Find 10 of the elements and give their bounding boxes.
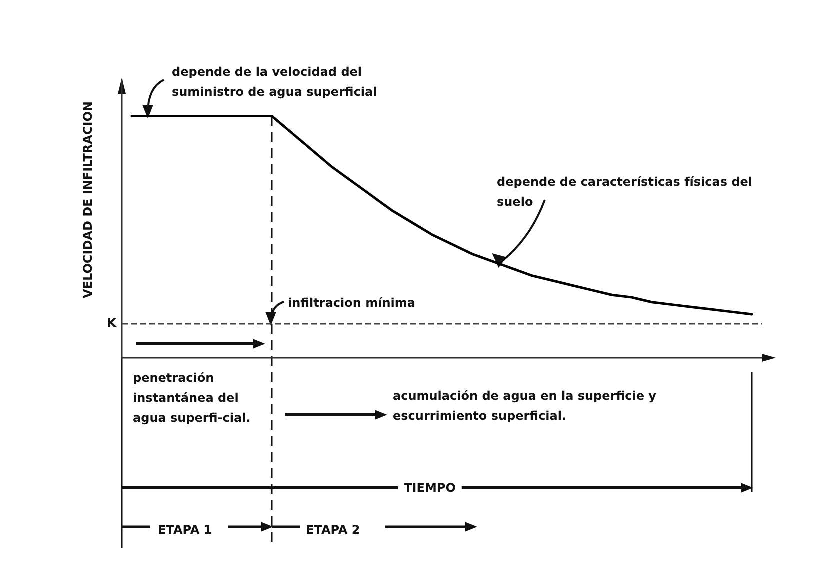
annotation: depende de características físicas del suelo <box>497 175 757 209</box>
y-axis-title: VELOCIDAD DE INFILTRACION <box>81 102 95 298</box>
text: penetración instantánea del agua superfi-cial. <box>133 371 251 425</box>
text: ETAPA 1 <box>158 523 212 537</box>
annotation: infiltracion mínima <box>288 296 416 310</box>
text: ETAPA 2 <box>306 523 360 537</box>
text: TIEMPO <box>404 481 456 495</box>
text: depende de la velocidad del suministro de agua superficial <box>172 65 378 99</box>
text: acumulación de agua en la superficie y escurrimiento superficial. <box>393 389 661 423</box>
ref-line-label: K <box>106 316 118 332</box>
